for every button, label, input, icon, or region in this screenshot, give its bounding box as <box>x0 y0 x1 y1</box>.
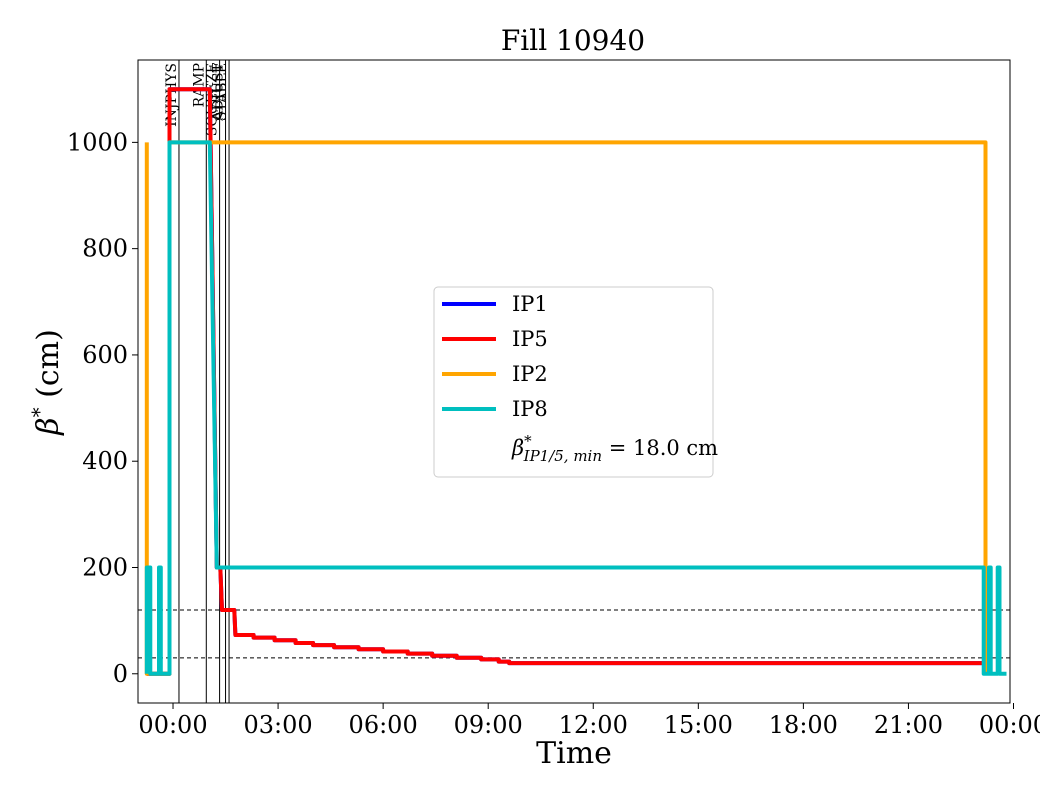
x-tick-label-1: 03:00 <box>243 711 312 739</box>
x-tick-label-6: 18:00 <box>769 711 838 739</box>
chart-title: Fill 10940 <box>501 24 645 57</box>
x-tick-label-3: 09:00 <box>454 711 523 739</box>
x-axis-ticks: 00:00 03:00 06:00 09:00 12:00 15:00 18:00 21:00… <box>138 703 1040 739</box>
series-layer <box>144 87 1007 676</box>
legend-box <box>433 286 714 478</box>
x-tick-label-0: 00:00 <box>138 711 207 739</box>
y-tick-label-1: 200 <box>82 553 128 581</box>
reference-lines <box>138 609 1010 659</box>
x-tick-label-8: 00:00 <box>979 711 1040 739</box>
y-tick-label-5: 1000 <box>67 128 128 156</box>
x-axis-title: Time <box>536 736 612 771</box>
legend-beta-symbol: β <box>511 436 524 460</box>
y-axis-ticks: 0 200 400 600 800 1000 <box>67 128 138 688</box>
legend-beta-sub: IP1/5, min <box>523 447 602 465</box>
phase-label-adjust: ADJUST <box>211 62 227 121</box>
legend-label-ip8: IP8 <box>512 397 548 421</box>
legend-beta-value: = 18.0 cm <box>602 436 718 460</box>
legend-label-ip5: IP5 <box>512 327 548 351</box>
y-axis-title-sup: * <box>27 407 51 417</box>
legend: IP1 IP5 IP2 IP8 β* IP1/5, min = 18.0 cm <box>433 286 718 478</box>
x-tick-label-4: 12:00 <box>559 711 628 739</box>
x-tick-label-2: 06:00 <box>349 711 418 739</box>
y-axis-title-symbol: β <box>31 417 66 435</box>
x-tick-label-7: 21:00 <box>874 711 943 739</box>
y-axis-title: β* (cm) <box>27 329 66 436</box>
phase-label-stable: STABLE <box>214 63 230 121</box>
legend-label-ip2: IP2 <box>512 362 548 386</box>
legend-label-ip1: IP1 <box>512 292 548 316</box>
legend-entry-beta-min: β* IP1/5, min = 18.0 cm <box>511 432 718 465</box>
phase-label-injphys: INJPHYS <box>164 63 180 127</box>
y-tick-label-2: 400 <box>82 447 128 475</box>
series-line-ip5 <box>146 87 988 676</box>
y-axis-title-unit: (cm) <box>31 329 66 407</box>
legend-entries: IP1 IP5 IP2 IP8 <box>442 292 548 421</box>
phase-label-ramp: RAMP <box>191 63 207 107</box>
y-tick-label-4: 800 <box>82 235 128 263</box>
y-tick-label-0: 0 <box>113 660 128 688</box>
y-tick-label-3: 600 <box>82 341 128 369</box>
x-tick-label-5: 15:00 <box>664 711 733 739</box>
series-line-ip8 <box>144 140 1007 676</box>
legend-beta-sup: * <box>524 432 532 450</box>
plot-area-frame <box>137 59 1011 704</box>
